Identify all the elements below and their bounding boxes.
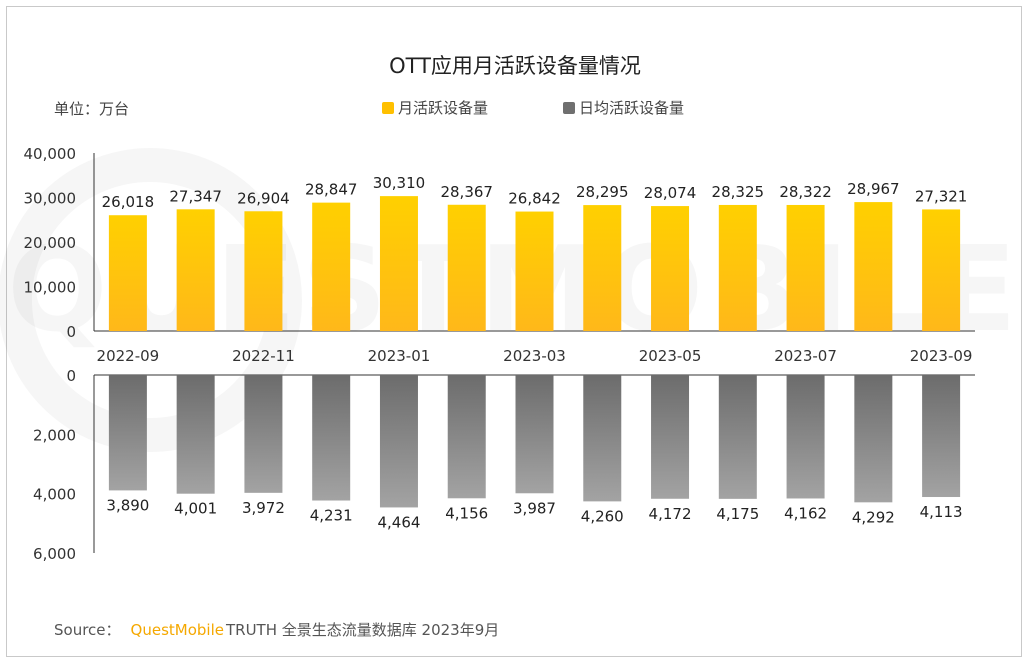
x-tick-label: 2022-11 (232, 347, 295, 365)
mau-bar (312, 202, 351, 331)
dau-data-label: 4,113 (920, 503, 963, 521)
mau-bar (176, 209, 215, 331)
mau-data-label: 26,018 (102, 193, 155, 211)
dau-bar (583, 375, 622, 502)
dau-data-label: 3,890 (106, 496, 149, 514)
mau-bar (786, 204, 825, 331)
source-line: Source： QuestMobile TRUTH 全景生态流量数据库 2023年9… (54, 619, 499, 640)
bottom-y-tick-label: 0 (66, 367, 76, 385)
unit-label: 单位：万台 (54, 100, 130, 118)
dau-data-label: 4,162 (784, 504, 827, 522)
x-tick-label: 2023-09 (910, 347, 973, 365)
mau-data-label: 28,367 (440, 183, 493, 201)
mau-bar (854, 202, 893, 331)
source-text: TRUTH 全景生态流量数据库 2023年9月 (225, 621, 500, 639)
dau-data-label: 4,001 (174, 500, 217, 518)
legend-swatch-mau (382, 101, 394, 114)
dau-bar (176, 375, 215, 494)
dau-data-label: 4,175 (716, 505, 759, 523)
dau-bar (379, 375, 418, 508)
legend-label-mau: 月活跃设备量 (398, 99, 489, 117)
x-tick-label: 2023-05 (639, 347, 702, 365)
source-brand: QuestMobile (130, 621, 224, 639)
source-prefix: Source： (54, 621, 121, 639)
legend-label-dau: 日均活跃设备量 (579, 99, 685, 117)
chart-frame (6, 6, 1022, 657)
dau-data-label: 4,292 (852, 508, 895, 526)
mau-bar (583, 205, 622, 331)
mau-data-label: 27,347 (169, 187, 222, 205)
dau-data-label: 3,972 (242, 499, 285, 517)
mau-data-label: 26,904 (237, 189, 290, 207)
x-tick-label: 2023-03 (503, 347, 566, 365)
dau-bar (447, 375, 486, 499)
top-y-tick-label: 20,000 (24, 234, 77, 252)
dau-bar (312, 375, 351, 501)
mau-data-label: 27,321 (915, 187, 968, 205)
dau-data-label: 4,172 (649, 505, 692, 523)
dau-bar (922, 375, 961, 498)
dau-data-label: 3,987 (513, 499, 556, 517)
mau-data-label: 26,842 (508, 190, 561, 208)
mau-bar (651, 206, 690, 331)
top-y-tick-label: 40,000 (24, 145, 77, 163)
mau-bar (379, 196, 418, 331)
dau-data-label: 4,156 (445, 504, 488, 522)
mau-data-label: 28,967 (847, 180, 900, 198)
dau-bar (244, 375, 283, 493)
x-tick-label: 2023-07 (774, 347, 837, 365)
bottom-y-tick-label: 6,000 (33, 545, 76, 563)
x-tick-label: 2022-09 (97, 347, 160, 365)
dau-data-label: 4,464 (377, 513, 420, 531)
mau-data-label: 30,310 (373, 174, 426, 192)
dau-bar (651, 375, 690, 499)
chart-title: OTT应用月活跃设备量情况 (389, 54, 641, 78)
mau-data-label: 28,322 (779, 183, 832, 201)
mau-bar (244, 211, 283, 331)
mau-data-label: 28,847 (305, 181, 358, 199)
dau-bar (718, 375, 757, 499)
bottom-y-tick-label: 4,000 (33, 486, 76, 504)
mau-data-label: 28,295 (576, 183, 629, 201)
top-y-tick-label: 10,000 (24, 279, 77, 297)
mau-data-label: 28,325 (712, 183, 765, 201)
mau-bar (515, 211, 554, 331)
mau-data-label: 28,074 (644, 184, 697, 202)
dau-bar (108, 375, 147, 491)
mau-bar (718, 204, 757, 331)
mau-bar (108, 215, 147, 331)
dau-bar (854, 375, 893, 503)
mau-bar (922, 209, 961, 331)
top-y-tick-label: 30,000 (24, 190, 77, 208)
dau-data-label: 4,260 (581, 507, 624, 525)
legend-swatch-dau (563, 101, 575, 114)
legend-item-mau: 月活跃设备量 (382, 97, 488, 118)
legend-item-dau: 日均活跃设备量 (563, 97, 684, 118)
bottom-y-tick-label: 2,000 (33, 426, 76, 444)
dau-bar (786, 375, 825, 499)
dau-data-label: 4,231 (310, 507, 353, 525)
mau-bar (447, 204, 486, 331)
x-tick-label: 2023-01 (368, 347, 431, 365)
dau-bar (515, 375, 554, 494)
top-y-tick-label: 0 (66, 323, 76, 341)
